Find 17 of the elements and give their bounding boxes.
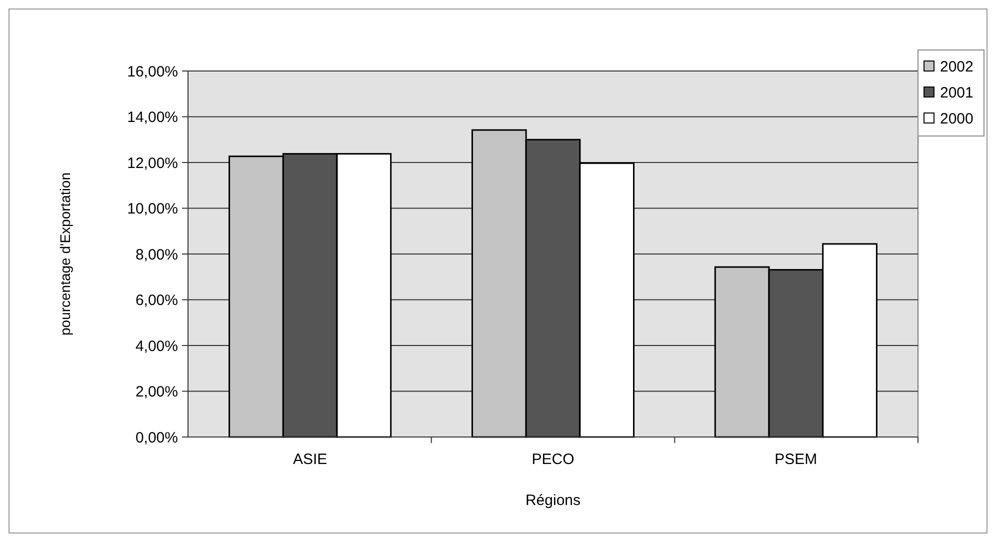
y-tick-label: 12,00% [127, 154, 178, 172]
x-axis-title: Régions [525, 492, 581, 509]
y-tick-label: 16,00% [127, 63, 178, 80]
y-tick-label: 8,00% [135, 246, 178, 264]
y-axis-title: pourcentage d'Exportation [57, 172, 73, 336]
x-tick-label: ASIE [292, 451, 328, 468]
legend-label: 2002 [940, 58, 974, 76]
y-tick-label: 14,00% [127, 109, 178, 126]
y-tick-label: 0,00% [135, 429, 178, 446]
legend-label: 2000 [940, 110, 974, 128]
x-tick-label: PSEM [774, 451, 818, 468]
y-tick-label: 6,00% [135, 292, 178, 309]
y-tick-label: 2,00% [135, 384, 178, 400]
y-tick-label: 4,00% [135, 338, 178, 355]
x-tick-label: PECO [532, 451, 574, 468]
legend-label: 2001 [940, 84, 974, 102]
y-tick-label: 10,00% [127, 200, 178, 218]
